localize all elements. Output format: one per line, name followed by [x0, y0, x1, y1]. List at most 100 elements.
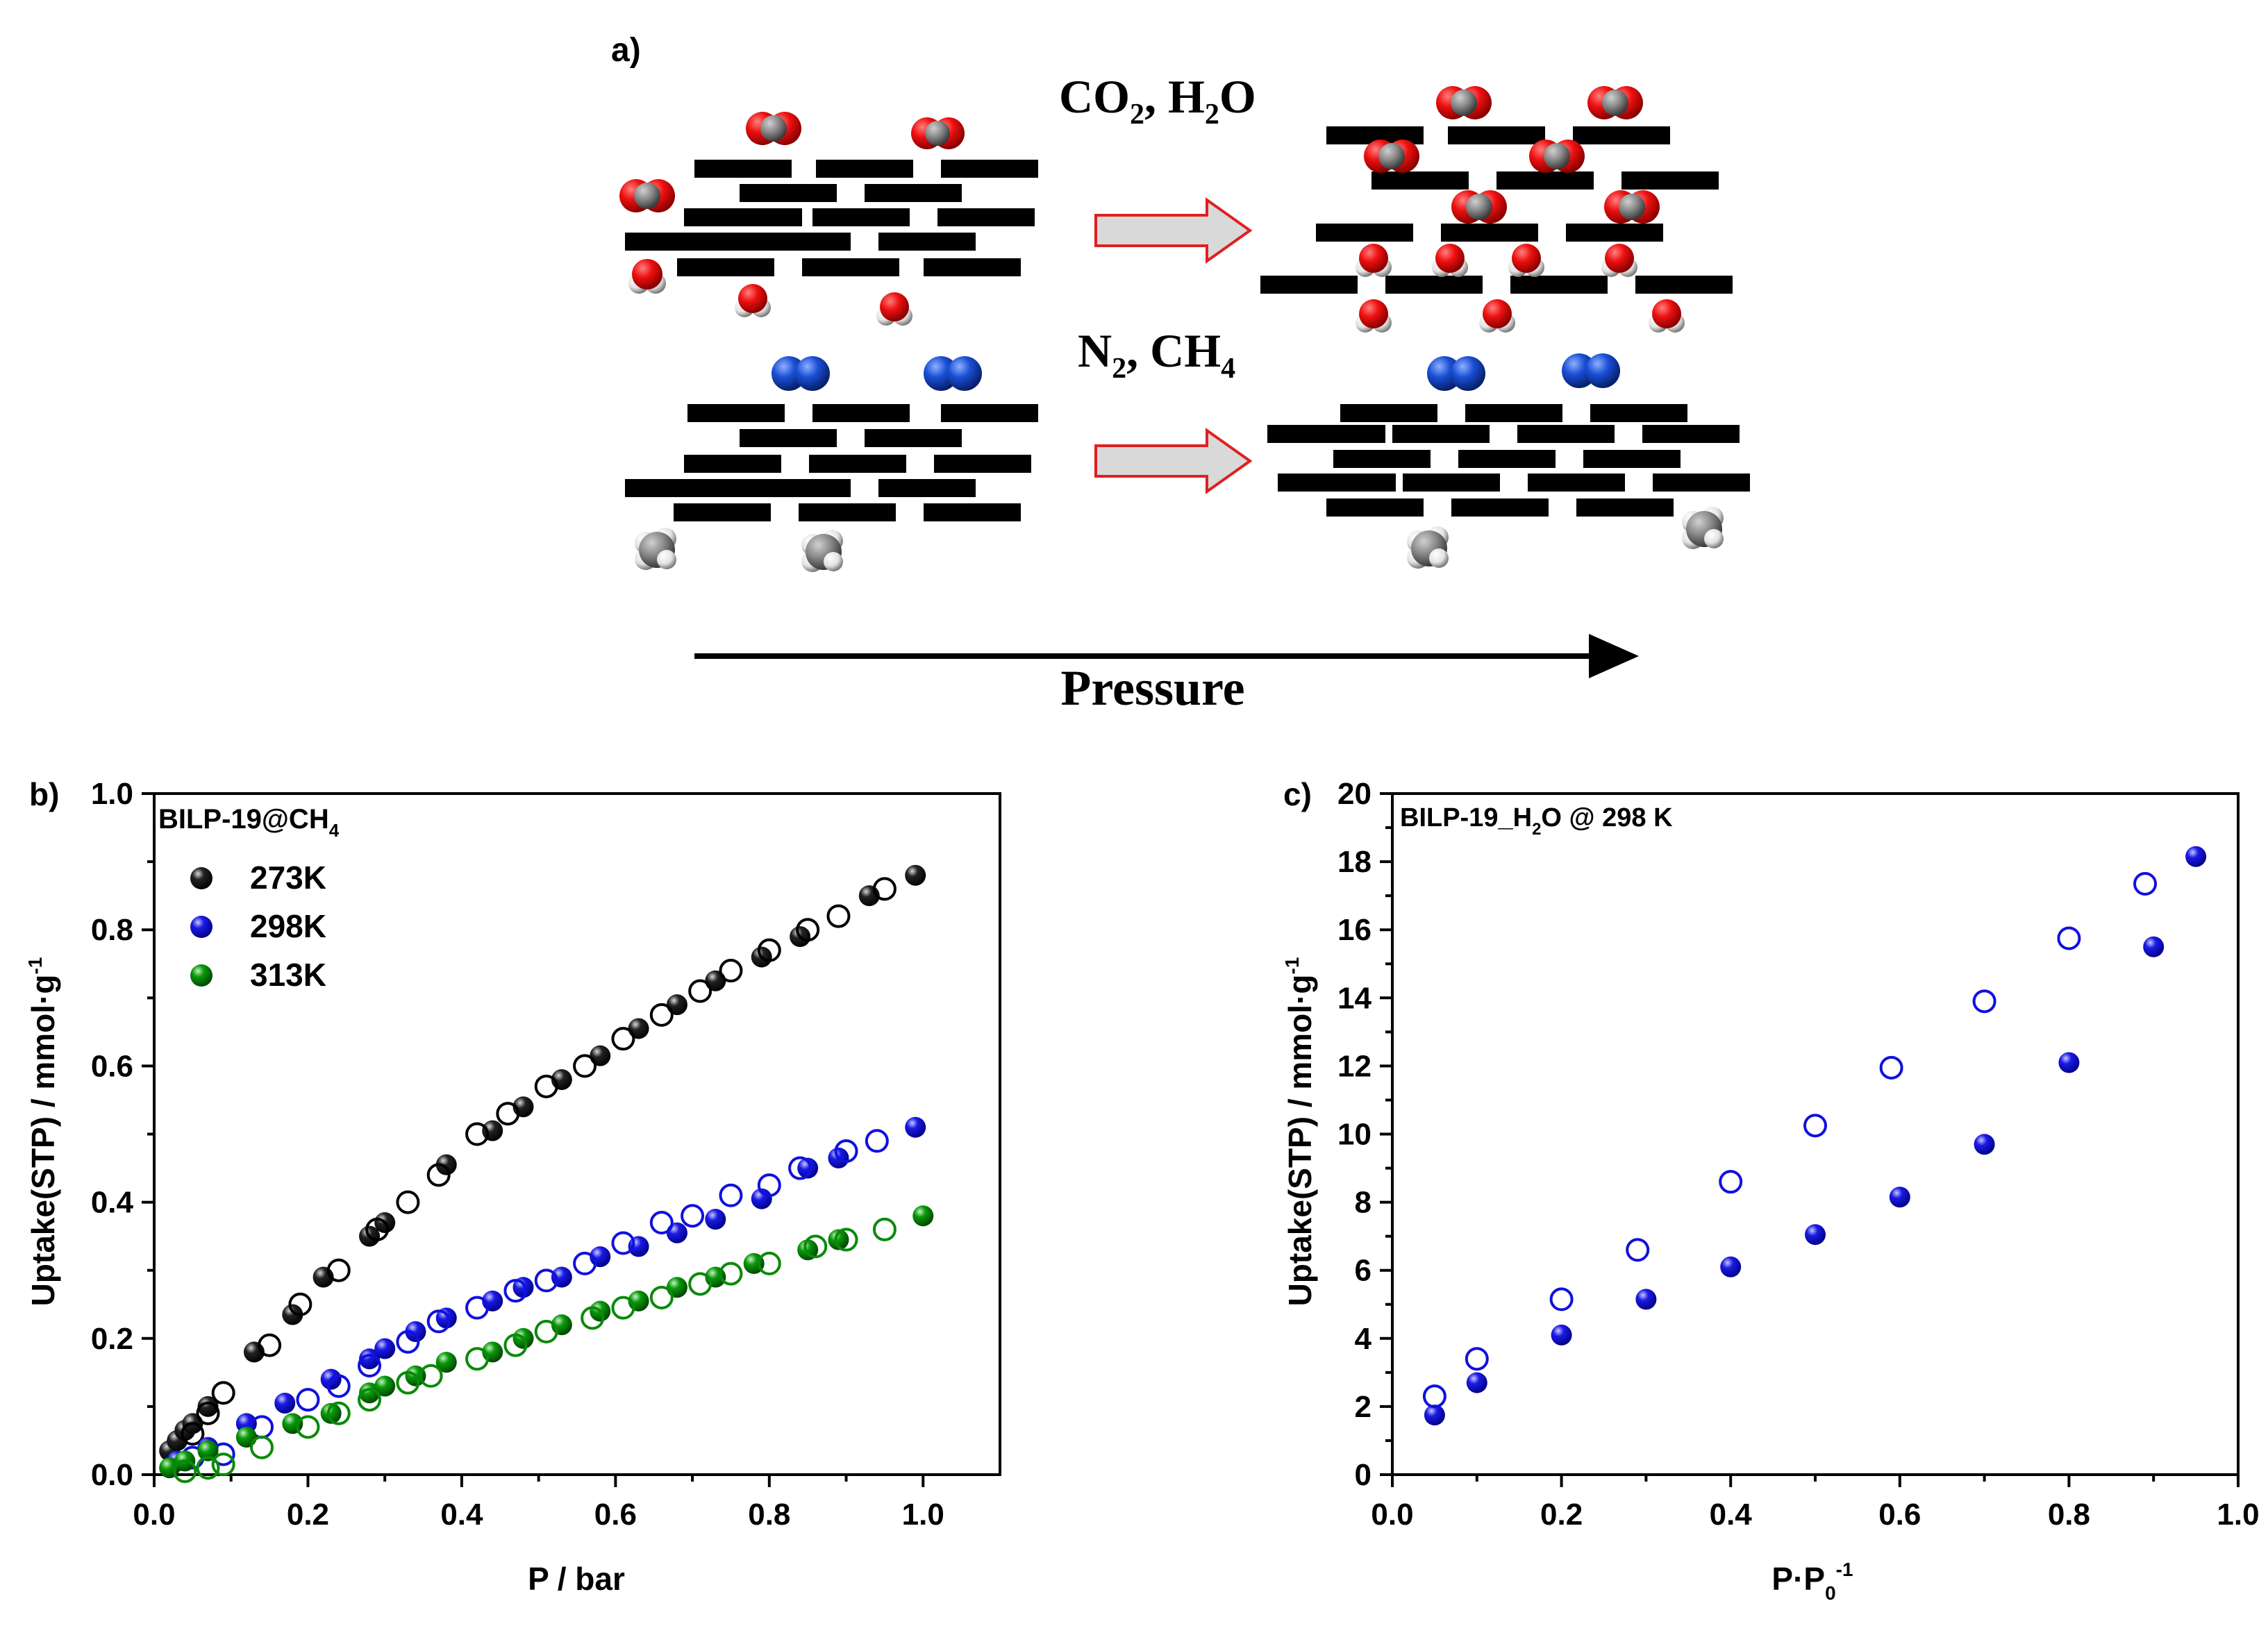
data-point-adsorption — [282, 1304, 303, 1325]
data-point-desorption — [258, 1333, 282, 1357]
data-point-desorption — [426, 1309, 451, 1334]
data-point-desorption — [250, 1435, 274, 1459]
data-point-desorption — [688, 1272, 712, 1296]
h2o-molecule-icon — [1356, 244, 1392, 277]
data-point-desorption — [2057, 926, 2081, 950]
data-point-desorption — [396, 1190, 420, 1214]
y-tick-label: 0.4 — [91, 1186, 134, 1220]
data-point-adsorption — [1889, 1187, 1910, 1208]
y-tick-label: 2 — [1355, 1390, 1371, 1424]
data-point-adsorption — [1805, 1224, 1826, 1246]
n2-molecule-icon — [1427, 356, 1485, 391]
x-tick-label: 0.6 — [594, 1498, 637, 1532]
data-point-adsorption — [912, 1205, 934, 1227]
data-point-desorption — [173, 1459, 197, 1484]
panel-a-label: a) — [611, 32, 641, 69]
data-point-desorption — [681, 1204, 705, 1228]
x-tick-label: 0.8 — [2048, 1498, 2090, 1532]
co2-molecule-icon — [1436, 86, 1492, 119]
data-point-desorption — [803, 1234, 828, 1259]
chart-b-points — [159, 864, 934, 1484]
co2-molecule-icon — [1587, 86, 1643, 119]
x-tick-label: 0.4 — [1710, 1498, 1753, 1532]
block-arrow-bottom — [1094, 428, 1253, 494]
data-point-desorption — [1465, 1347, 1489, 1371]
data-point-desorption — [611, 1296, 635, 1320]
legend-marker-313k — [190, 964, 212, 987]
data-point-adsorption — [197, 1395, 219, 1417]
co2-molecule-icon — [911, 117, 965, 149]
data-point-desorption — [1422, 1384, 1446, 1409]
h2o-molecule-icon — [1479, 299, 1515, 333]
x-tick-label: 0.8 — [748, 1498, 790, 1532]
data-point-desorption — [419, 1364, 443, 1388]
data-point-adsorption — [435, 1154, 457, 1175]
data-point-desorption — [296, 1388, 320, 1412]
y-tick-label: 6 — [1355, 1254, 1371, 1288]
data-point-desorption — [788, 1156, 812, 1180]
data-point-adsorption — [797, 1239, 819, 1261]
data-point-desorption — [196, 1456, 220, 1480]
y-tick-label: 0.8 — [91, 913, 133, 947]
x-tick-label: 1.0 — [2217, 1498, 2259, 1532]
block-arrow-top — [1094, 197, 1253, 264]
chart-c-title: BILP-19_H2O @ 298 K — [1400, 803, 1673, 839]
data-point-desorption — [288, 1292, 312, 1316]
y-tick-label: 0.6 — [91, 1049, 133, 1083]
data-point-desorption — [1879, 1055, 1903, 1080]
data-point-desorption — [611, 1027, 635, 1051]
data-point-desorption — [465, 1122, 490, 1146]
h2o-molecule-icon — [1508, 244, 1544, 277]
data-point-desorption — [1803, 1114, 1827, 1138]
panel-b-label: b) — [29, 776, 59, 812]
y-tick-label: 0.0 — [91, 1458, 133, 1492]
h2o-molecule-icon — [1601, 244, 1637, 277]
data-point-desorption — [757, 1251, 781, 1275]
co2-molecule-icon — [746, 112, 801, 145]
data-point-desorption — [426, 1163, 451, 1187]
co2-molecule-icon — [1451, 190, 1507, 224]
data-point-adsorption — [2143, 936, 2165, 957]
y-tick-label: 12 — [1337, 1049, 1371, 1083]
y-tick-label: 18 — [1337, 845, 1371, 879]
x-tick-label: 0.0 — [133, 1498, 175, 1532]
data-point-adsorption — [1720, 1256, 1742, 1277]
data-point-desorption — [872, 1217, 897, 1241]
x-tick-label: 0.0 — [1371, 1498, 1413, 1532]
chart-c-axes: 0.0 0.2 0.4 0.6 0.8 1.0 0 2 4 6 8 10 12 14 16 18 20 — [1337, 777, 2260, 1532]
data-point-desorption — [534, 1074, 558, 1098]
legend-marker-273k — [190, 867, 212, 889]
h2o-molecule-icon — [735, 284, 771, 317]
x-tick-label: 0.2 — [1540, 1498, 1583, 1532]
data-point-desorption — [496, 1102, 520, 1126]
data-point-adsorption — [905, 1116, 926, 1138]
data-point-desorption — [1549, 1287, 1574, 1311]
legend-label-313k: 313K — [250, 957, 326, 993]
data-point-desorption — [834, 1139, 858, 1164]
data-point-desorption — [719, 1183, 743, 1207]
data-point-desorption — [396, 1371, 420, 1395]
data-point-desorption — [326, 1401, 351, 1425]
legend-label-273k: 273K — [250, 860, 326, 896]
n2-molecule-icon — [924, 356, 982, 391]
layer-stack-bottom-right — [1267, 404, 1750, 517]
data-point-desorption — [534, 1319, 558, 1343]
y-tick-label: 1.0 — [91, 777, 133, 811]
data-point-adsorption — [359, 1348, 381, 1370]
data-point-desorption — [211, 1381, 235, 1405]
data-point-adsorption — [1466, 1372, 1487, 1393]
data-point-adsorption — [197, 1440, 219, 1461]
data-point-desorption — [503, 1333, 528, 1357]
data-point-desorption — [396, 1330, 420, 1354]
h2o-molecule-icon — [1649, 299, 1685, 333]
data-point-adsorption — [405, 1321, 426, 1342]
y-tick-label: 10 — [1337, 1118, 1371, 1152]
data-point-adsorption — [374, 1375, 396, 1397]
data-point-desorption — [503, 1279, 528, 1303]
data-point-adsorption — [512, 1277, 534, 1298]
data-point-desorption — [1972, 989, 1996, 1014]
n2-molecule-icon — [1562, 353, 1620, 388]
ch4-molecule-icon — [635, 528, 676, 570]
data-point-desorption — [358, 1388, 382, 1412]
ch4-molecule-icon — [1682, 507, 1724, 549]
